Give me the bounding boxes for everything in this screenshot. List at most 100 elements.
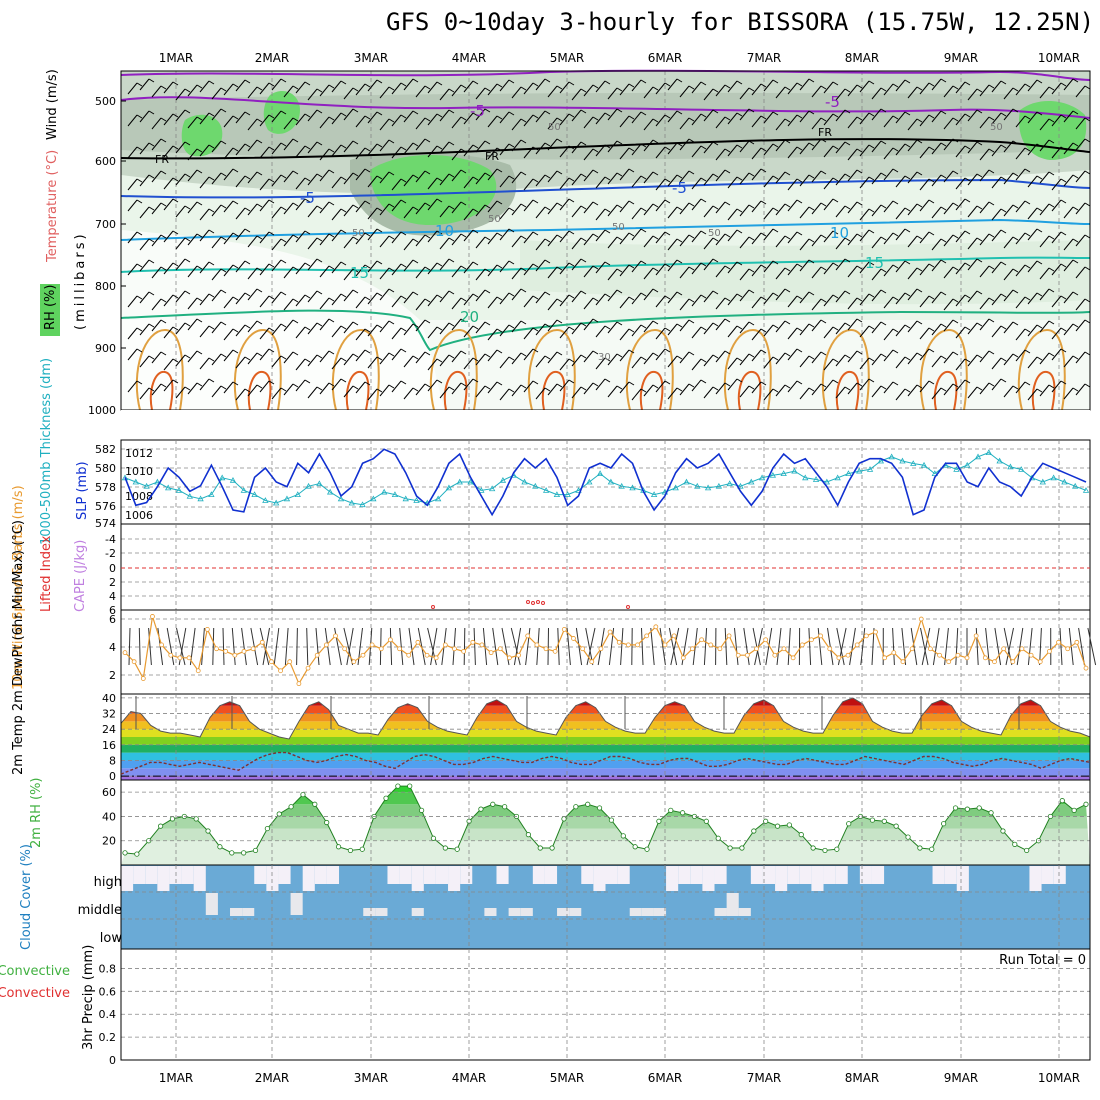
wind-barb-flag	[580, 237, 587, 242]
cloud-gap	[1029, 866, 1042, 891]
wind-barb-flag	[580, 205, 587, 210]
surface-contour	[835, 370, 860, 411]
wind-barb	[799, 78, 810, 91]
wind-barb-flag	[664, 231, 671, 236]
wind-barb	[703, 173, 714, 186]
wind-barb	[643, 86, 654, 99]
wind-barb-flag	[196, 116, 203, 121]
wind-barb-flag	[292, 138, 299, 143]
thickness-point	[877, 457, 885, 464]
wind-barb	[703, 290, 714, 303]
wind-barb-flag	[400, 199, 407, 204]
wind-barb	[343, 108, 354, 121]
wind-barb-flag	[196, 169, 203, 174]
wind-barb	[631, 228, 642, 241]
wind-barb	[667, 291, 678, 304]
wind-barb-flag	[652, 139, 659, 144]
wind-barb	[765, 627, 773, 666]
wind-speed-point	[378, 646, 384, 652]
wind-barb	[391, 178, 402, 191]
wind-barb	[379, 352, 390, 365]
wind-barb-flag	[232, 349, 239, 354]
wind-barb	[235, 292, 246, 305]
wind-barb	[367, 143, 378, 156]
wind-barb-flag	[628, 168, 635, 173]
wind-barb-flag	[1000, 112, 1007, 117]
wind-barb	[211, 321, 222, 334]
wind-barb-flag	[592, 233, 599, 238]
wind-barb-flag	[532, 82, 539, 87]
wind-barb-flag	[292, 202, 299, 207]
wind-barb-flag	[412, 355, 419, 360]
wind-barb-flag	[688, 266, 695, 271]
wind-barb-flag	[256, 288, 263, 293]
wind-barb-flag	[964, 358, 971, 363]
wind-barb-flag	[568, 81, 575, 86]
thickness-point	[251, 491, 258, 497]
cloud-gap	[557, 908, 570, 916]
wind-barb	[955, 230, 966, 243]
wind-barb	[343, 321, 354, 334]
wind-barb-flag	[472, 80, 479, 85]
thickness-point	[758, 474, 766, 481]
wind-barb	[703, 237, 714, 250]
wind-barb	[295, 326, 306, 339]
wind-barb	[175, 322, 186, 335]
wind-barb	[979, 84, 990, 97]
wind-barb-flag	[1084, 319, 1091, 324]
wind-barb	[586, 627, 596, 666]
wind-barb	[241, 627, 247, 666]
wind-barb-flag	[1000, 325, 1007, 330]
wind-barb	[931, 291, 942, 304]
thickness-point	[434, 495, 442, 502]
wind-barb	[659, 627, 666, 666]
wind-barb	[643, 235, 654, 248]
wind-barb	[847, 350, 858, 363]
wind-barb	[691, 113, 702, 126]
wind-barb-flag	[160, 234, 167, 239]
wind-barb	[247, 203, 258, 216]
wind-barb	[235, 388, 246, 401]
wind-barb	[199, 176, 210, 189]
wind-barb-flag	[712, 173, 719, 178]
wind-barb-flag	[568, 230, 575, 235]
wind-speed-point	[433, 655, 439, 661]
wind-barb	[211, 385, 222, 398]
wind-barb-flag	[796, 199, 803, 204]
thickness-point	[186, 492, 193, 499]
wind-barb-flag	[268, 327, 275, 332]
wind-barb	[389, 627, 393, 666]
rh-point	[1024, 847, 1030, 854]
wind-barb-flag	[556, 266, 563, 271]
wind-barb	[439, 205, 450, 218]
wind-barb-flag	[532, 178, 539, 183]
wind-barb	[979, 233, 990, 246]
cloud-gap	[835, 866, 848, 884]
wind-barb-flag	[196, 148, 203, 153]
wind-barb-flag	[148, 238, 155, 243]
wind-speed-point	[131, 659, 137, 665]
wind-barb-flag	[364, 147, 371, 152]
wind-barb	[427, 262, 438, 275]
wind-barb	[979, 265, 990, 278]
wind-barb	[907, 320, 918, 333]
temp-band	[121, 768, 1090, 777]
wind-barb-flag	[508, 143, 515, 148]
thickness-point	[866, 466, 874, 472]
wind-barb	[583, 297, 594, 310]
wind-barb-flag	[700, 177, 707, 182]
wind-barb	[895, 388, 906, 401]
wind-barb-flag	[160, 202, 167, 207]
thickness-point	[488, 485, 496, 492]
wind-barb	[547, 319, 558, 332]
slp-tick-label: 1006	[125, 509, 153, 522]
rh-point	[573, 804, 579, 810]
wind-barb	[535, 291, 546, 304]
thickness-point	[834, 474, 841, 481]
wind-barb	[175, 290, 186, 303]
wind-barb-flag	[268, 231, 275, 236]
wind-speed-point	[296, 681, 302, 687]
wind-barb	[931, 323, 942, 336]
wind-barb	[859, 378, 870, 391]
wind-barb	[907, 203, 918, 216]
